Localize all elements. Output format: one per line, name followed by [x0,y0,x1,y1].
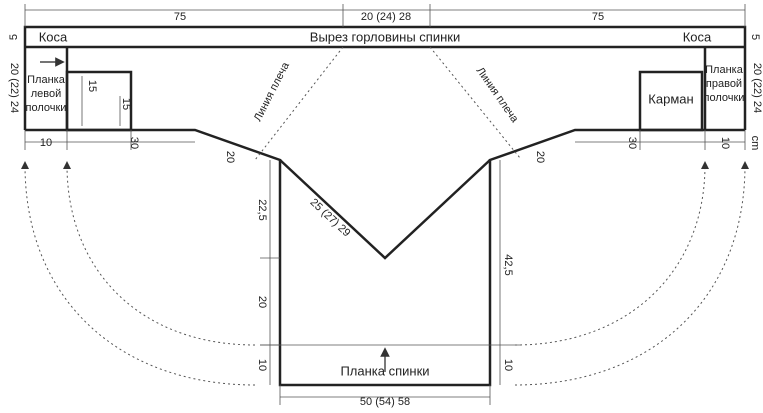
label: Планка [705,64,744,76]
label: Планка [27,74,66,86]
dimension: 10 [40,137,52,149]
label: Линия плеча [252,60,292,124]
dimension: 20 (22) 24 [8,63,20,113]
dimension: 10 [256,359,268,371]
dimension: 5 [749,34,761,40]
label: полочки [26,102,67,114]
dimension: 15 [86,80,98,92]
label: полочки [704,92,745,104]
dimension: 20 [534,151,546,163]
dimension: 20 [256,296,268,308]
dimension: 25 (27) 29 [308,196,353,239]
dimension: 22,5 [256,199,268,220]
assembly-arrows [21,57,749,386]
label: Планка спинки [340,363,429,378]
dimension: 75 [592,11,604,23]
dimension: 30 [626,137,638,149]
dimension-lines [24,4,746,405]
dimension: 42,5 [502,254,514,275]
dimension: 20 [224,151,236,163]
dimension: 50 (54) 58 [360,396,410,408]
dimension: 10 [502,359,514,371]
dimension: 5 [8,34,20,40]
dimension: 20 (24) 28 [361,11,411,23]
label: Коса [683,29,712,44]
label: правой [706,78,742,90]
label: Вырез горловины спинки [310,29,460,44]
dimension: 75 [174,11,186,23]
label: Карман [648,91,693,106]
dimension: 10 [719,137,731,149]
label: Линия плеча [474,65,521,125]
dimension: 20 (22) 24 [751,63,763,113]
label: Коса [39,29,68,44]
dimension: 30 [128,137,140,149]
shoulder-lines [254,46,521,161]
outline [23,25,747,387]
label: левой [31,88,62,100]
dimension: 15 [120,98,132,110]
unit: cm [749,136,761,151]
